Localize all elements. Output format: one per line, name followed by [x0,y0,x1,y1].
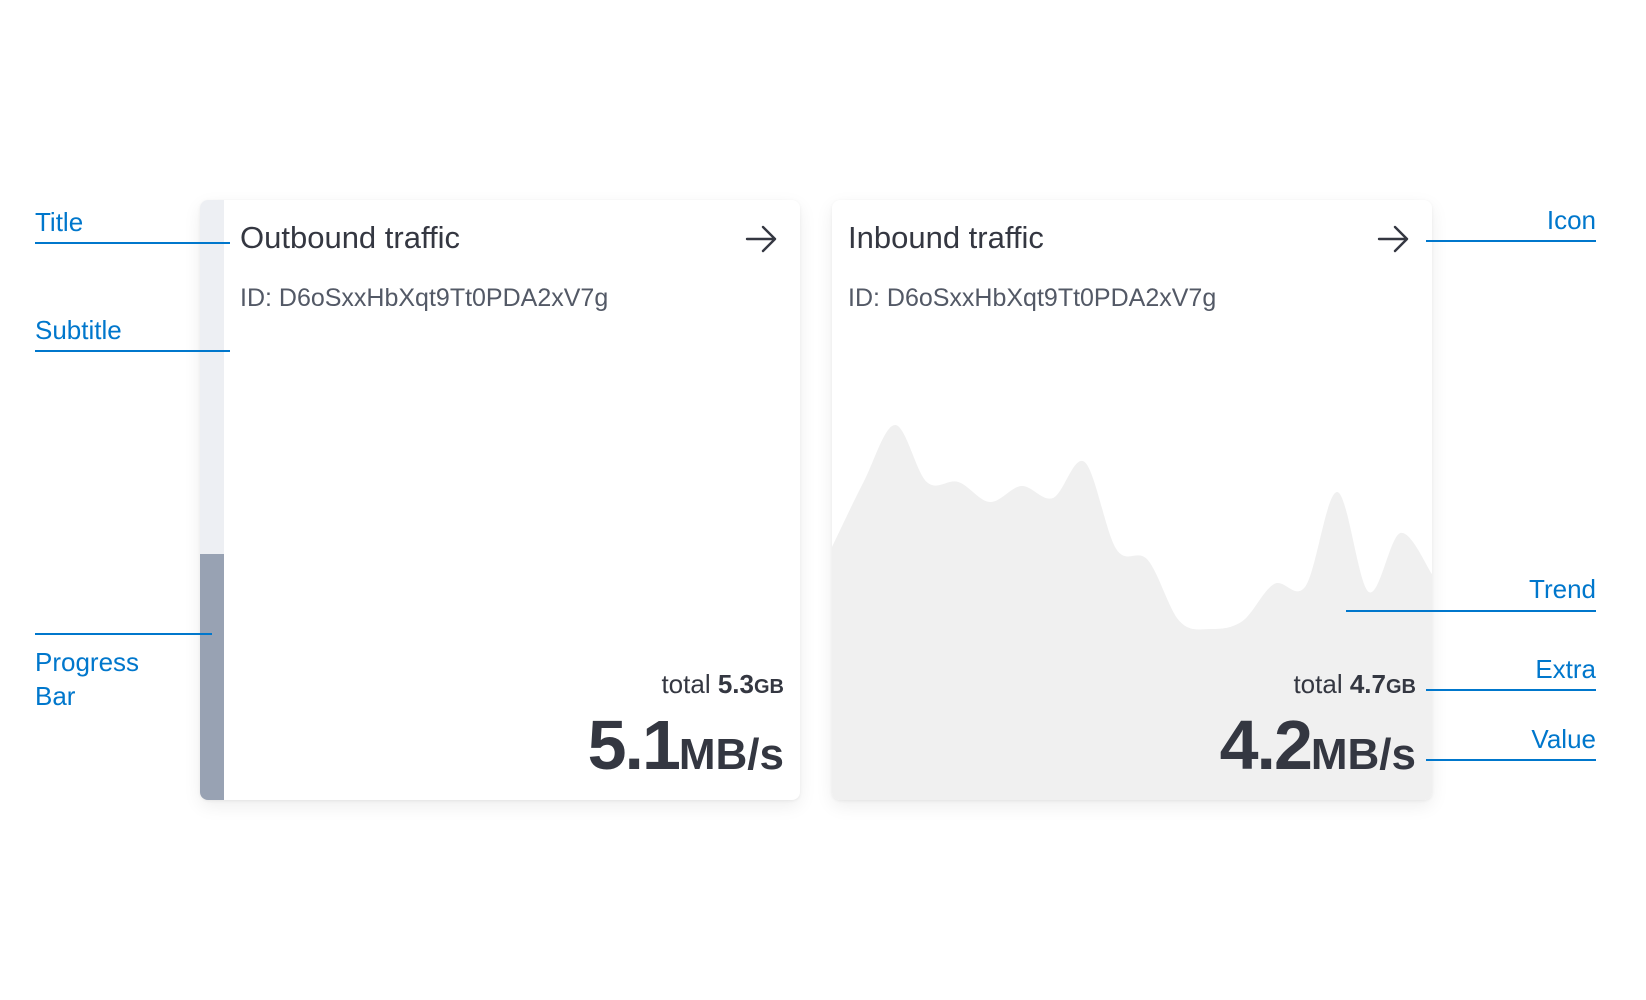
annotation-subtitle-line [35,350,230,352]
annotation-trend-line [1346,610,1596,612]
arrow-right-icon[interactable] [1376,222,1410,256]
annotation-trend: Trend [1529,574,1596,604]
annotation-title: Title [35,207,84,237]
progress-bar [200,200,224,800]
annotation-icon-line [1426,240,1596,242]
outbound-traffic-card[interactable]: Outbound traffic ID: D6oSxxHbXqt9Tt0PDA2… [200,200,800,800]
annotation-title-line [35,242,230,244]
inbound-traffic-card[interactable]: Inbound traffic ID: D6oSxxHbXqt9Tt0PDA2x… [832,200,1432,800]
annotation-extra: Extra [1535,654,1596,684]
annotation-extra-line [1426,689,1596,691]
card-subtitle: ID: D6oSxxHbXqt9Tt0PDA2xV7g [240,284,609,312]
annotation-subtitle: Subtitle [35,315,122,345]
card-extra: total 4.7GB [1293,669,1416,699]
progress-bar-fill [200,554,224,800]
card-value: 5.1MB/s [587,706,784,784]
annotation-progress-line [35,633,212,635]
arrow-right-icon[interactable] [744,222,778,256]
trend-area [832,425,1432,800]
card-title: Outbound traffic [240,220,461,255]
card-title: Inbound traffic [848,220,1044,255]
card-value: 4.2MB/s [1219,706,1416,784]
trend-chart [832,425,1432,800]
annotation-value: Value [1531,724,1596,754]
annotation-icon: Icon [1546,205,1596,235]
annotation-progress-bar: Progress Bar [35,647,140,711]
card-subtitle: ID: D6oSxxHbXqt9Tt0PDA2xV7g [848,284,1217,312]
card-extra: total 5.3GB [661,669,784,699]
annotation-value-line [1426,759,1596,761]
